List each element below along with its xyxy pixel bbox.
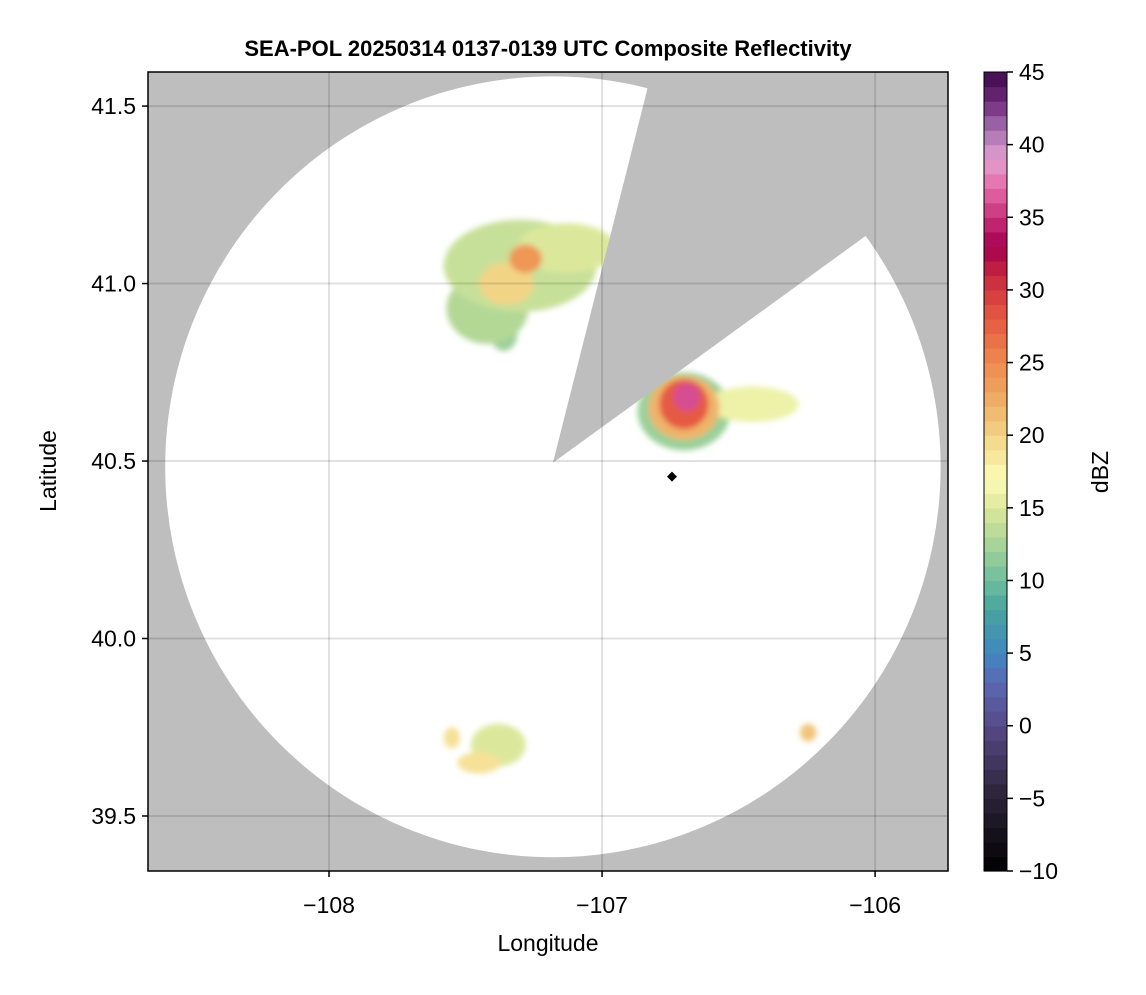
colorbar: −10 −5 0 5 10 15 20 25 30 35 40 45 — [983, 59, 1058, 884]
colorbar-segment — [984, 333, 1007, 349]
colorbar-label: dBZ — [1087, 451, 1113, 493]
colorbar-segment — [984, 348, 1007, 364]
echo-cell — [443, 727, 461, 749]
colorbar-segment — [984, 638, 1007, 654]
colorbar-frame — [983, 71, 1008, 872]
colorbar-segment — [984, 391, 1007, 407]
colorbar-segment — [984, 130, 1007, 146]
plot-frame — [147, 71, 949, 872]
colorbar-tick-label: 30 — [1019, 277, 1045, 303]
colorbar-segment — [984, 522, 1007, 538]
radar-location-marker — [666, 471, 677, 482]
colorbar-segment — [984, 289, 1007, 306]
x-tick-label: −108 — [303, 892, 355, 918]
colorbar-segment — [984, 86, 1007, 102]
colorbar-segment — [984, 217, 1007, 233]
colorbar-tick-label: −10 — [1019, 858, 1058, 884]
colorbar-segment — [984, 72, 1007, 88]
colorbar-segment — [984, 696, 1007, 712]
colorbar-tick-label: 15 — [1019, 495, 1045, 521]
colorbar-segment — [984, 856, 1007, 872]
x-tick-label: −106 — [849, 892, 901, 918]
echo-cell — [517, 223, 616, 273]
colorbar-segment — [984, 580, 1007, 596]
reflectivity-echoes — [443, 219, 817, 774]
colorbar-segment — [984, 159, 1007, 175]
colorbar-segment — [984, 841, 1007, 858]
colorbar-segment — [984, 304, 1007, 320]
colorbar-segment — [984, 115, 1007, 131]
colorbar-tick-label: 0 — [1019, 713, 1032, 739]
y-tick-label: 39.5 — [91, 803, 136, 829]
colorbar-tick-label: 40 — [1019, 132, 1045, 158]
echo-cell — [509, 244, 542, 273]
colorbar-segment — [984, 231, 1007, 247]
y-tick-label: 41.0 — [91, 271, 136, 297]
colorbar-segment — [984, 449, 1007, 465]
colorbar-segment — [984, 769, 1007, 785]
colorbar-segment — [984, 565, 1007, 582]
y-tick-label: 40.0 — [91, 626, 136, 652]
colorbar-segment — [984, 246, 1007, 262]
colorbar-tick-label: 35 — [1019, 204, 1045, 230]
colorbar-segment — [984, 101, 1007, 117]
colorbar-segment — [984, 493, 1007, 509]
echo-cell — [479, 262, 534, 305]
colorbar-segment — [984, 551, 1007, 567]
colorbar-segment — [984, 725, 1007, 741]
colorbar-segment — [984, 464, 1007, 480]
colorbar-segment — [984, 798, 1007, 814]
x-tick-label: −107 — [576, 892, 628, 918]
y-tick-label: 40.5 — [91, 448, 136, 474]
chart-title: SEA-POL 20250314 0137-0139 UTC Composite… — [244, 36, 852, 61]
colorbar-segment — [984, 740, 1007, 756]
colorbar-segment — [984, 827, 1007, 843]
colorbar-segment — [984, 188, 1007, 204]
colorbar-segment — [984, 609, 1007, 625]
colorbar-segment — [984, 318, 1007, 335]
x-axis-ticks: −108 −107 −106 — [303, 871, 901, 918]
colorbar-tick-label: 25 — [1019, 350, 1045, 376]
y-axis-ticks: 39.5 40.0 40.5 41.0 41.5 — [91, 93, 148, 829]
echo-cell — [800, 723, 817, 742]
colorbar-tick-label: 10 — [1019, 567, 1045, 593]
colorbar-tick-label: 45 — [1019, 59, 1045, 85]
colorbar-segment — [984, 435, 1007, 451]
colorbar-segment — [984, 406, 1007, 422]
colorbar-tick-label: 20 — [1019, 422, 1045, 448]
colorbar-segment — [984, 624, 1007, 640]
colorbar-segment — [984, 507, 1007, 523]
colorbar-segment — [984, 653, 1007, 669]
colorbar-segment — [984, 812, 1007, 829]
colorbar-segment — [984, 594, 1007, 611]
colorbar-segment — [984, 667, 1007, 683]
echo-cell — [457, 752, 502, 774]
colorbar-segment — [984, 202, 1007, 218]
blocked-sector — [552, 72, 948, 463]
colorbar-segment — [984, 478, 1007, 494]
colorbar-segment — [984, 275, 1007, 291]
colorbar-segment — [984, 536, 1007, 552]
colorbar-tick-label: −5 — [1019, 785, 1045, 811]
plot-area — [148, 72, 948, 871]
colorbar-segment — [984, 682, 1007, 698]
colorbar-segment — [984, 173, 1007, 189]
colorbar-segment — [984, 711, 1007, 727]
colorbar-tick-label: 5 — [1019, 640, 1032, 666]
colorbar-segment — [984, 362, 1007, 378]
colorbar-segment — [984, 754, 1007, 770]
y-axis-label: Latitude — [35, 430, 61, 512]
echo-cell — [673, 382, 701, 412]
colorbar-segment — [984, 783, 1007, 799]
colorbar-segment — [984, 377, 1007, 393]
grid-lines — [148, 72, 948, 871]
echo-cell — [705, 386, 799, 422]
colorbar-segment — [984, 420, 1007, 436]
colorbar-segment — [984, 260, 1007, 276]
y-tick-label: 41.5 — [91, 93, 136, 119]
colorbar-segment — [984, 144, 1007, 160]
x-axis-label: Longitude — [497, 930, 598, 956]
